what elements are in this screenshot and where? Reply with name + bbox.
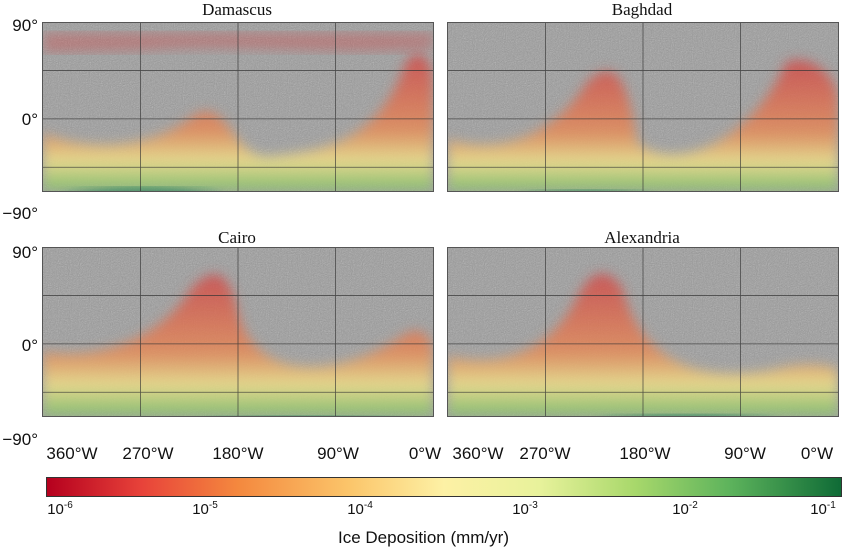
- panel-title-alexandria: Alexandria: [604, 228, 680, 247]
- lon-tick-0w-left: 0°W: [408, 444, 442, 463]
- lon-tick-180w-left: 180°W: [212, 444, 264, 463]
- lon-tick-360w-right: 360°W: [452, 444, 504, 463]
- colorbar-label: Ice Deposition (mm/yr): [338, 528, 509, 547]
- map-damascus: [42, 22, 434, 192]
- lat-tick-90-top: 90°: [12, 16, 38, 35]
- colorbar-tick-1e-1: 10-1: [810, 500, 836, 518]
- map-baghdad: [447, 22, 839, 192]
- lon-tick-0w-right: 0°W: [800, 444, 834, 463]
- lon-tick-180w-right: 180°W: [619, 444, 671, 463]
- lon-tick-270w-right: 270°W: [519, 444, 571, 463]
- colorbar-tick-1e-4: 10-4: [347, 500, 373, 518]
- colorbar-tick-1e-2: 10-2: [672, 500, 698, 518]
- lat-tick-minus90-top: −90°: [2, 204, 38, 223]
- panel-title-cairo: Cairo: [218, 228, 256, 247]
- lat-tick-0-top: 0°: [21, 110, 38, 129]
- panel-title-damascus: Damascus: [202, 0, 272, 19]
- lon-tick-90w-right: 90°W: [724, 444, 766, 463]
- lon-tick-270w-left: 270°W: [122, 444, 174, 463]
- panel-title-baghdad: Baghdad: [611, 0, 673, 19]
- colorbar-tick-1e-5: 10-5: [192, 500, 218, 518]
- map-alexandria: [447, 247, 839, 417]
- lat-tick-0-bottom: 0°: [21, 336, 38, 355]
- map-cairo: [42, 247, 434, 417]
- lon-tick-90w-left: 90°W: [317, 444, 359, 463]
- colorbar-tick-1e-6: 10-6: [47, 500, 73, 518]
- lon-tick-360w-left: 360°W: [46, 444, 98, 463]
- colorbar: [46, 477, 842, 497]
- lat-tick-minus90-bottom: −90°: [2, 430, 38, 449]
- lat-tick-90-bottom: 90°: [12, 243, 38, 262]
- colorbar-tick-1e-3: 10-3: [512, 500, 538, 518]
